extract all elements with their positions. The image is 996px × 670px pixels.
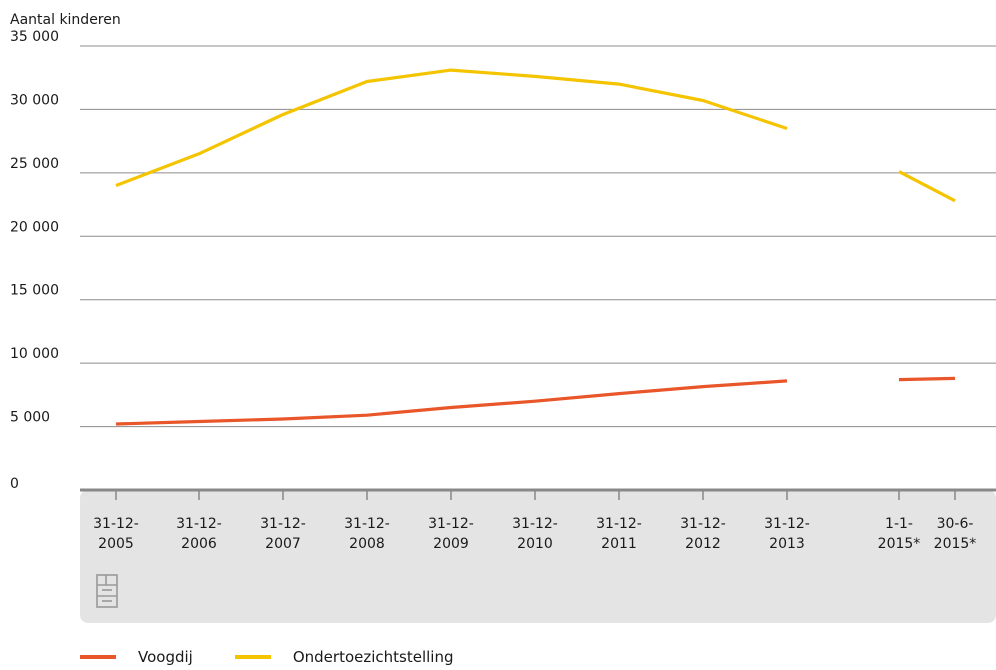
- series-line-voogdij-segment-2: [898, 376, 956, 382]
- series-line-voogdij-segment-1: [115, 379, 788, 426]
- y-tick-label: 15 000: [10, 283, 59, 299]
- y-tick-label: 5 000: [10, 410, 50, 426]
- x-tick-label: 31-12-2010: [512, 516, 558, 552]
- x-axis-band: [80, 490, 996, 623]
- legend-swatch-voogdij: [80, 655, 116, 659]
- data-series: [115, 68, 956, 426]
- series-line-ondertoezichtstelling-segment-2: [898, 170, 956, 203]
- cbs-logo-icon: [96, 574, 118, 608]
- legend: Voogdij Ondertoezichtstelling: [80, 648, 496, 666]
- y-tick-label: 30 000: [10, 92, 59, 108]
- x-tick-label: 31-12-2009: [428, 516, 474, 552]
- y-tick-labels: 0 5 000 10 000 15 000 20 000 25 000 30 000 35 0…: [10, 29, 59, 492]
- x-tick-label: 1-1-2015*: [878, 516, 921, 552]
- gridlines: [80, 45, 996, 428]
- legend-item-ondertoezichtstelling: Ondertoezichtstelling: [234, 648, 454, 666]
- legend-label-voogdij: Voogdij: [138, 648, 193, 666]
- line-chart: Aantal kinderen 0 5 000 10 000 15 000 20 000…: [10, 12, 996, 623]
- x-tick-label: 31-12-2011: [596, 516, 642, 552]
- x-tick-label: 30-6-2015*: [934, 516, 977, 552]
- y-tick-label: 10 000: [10, 346, 59, 362]
- y-axis-label: Aantal kinderen: [10, 12, 121, 28]
- x-tick-label: 31-12-2006: [176, 516, 222, 552]
- legend-swatch-ondertoezichtstelling: [234, 655, 271, 659]
- x-tick-label: 31-12-2007: [260, 516, 306, 552]
- x-tick-label: 31-12-2008: [344, 516, 390, 552]
- legend-label-ondertoezichtstelling: Ondertoezichtstelling: [292, 648, 454, 666]
- legend-item-voogdij: Voogdij: [80, 648, 193, 666]
- x-tick-labels: 31-12-2005 31-12-2006 31-12-2007 31-12-2008…: [93, 490, 976, 552]
- series-line-ondertoezichtstelling-segment-1: [115, 68, 788, 187]
- y-tick-label: 20 000: [10, 219, 59, 235]
- x-tick-label: 31-12-2005: [93, 516, 139, 552]
- y-tick-label: 35 000: [10, 29, 59, 45]
- x-tick-label: 31-12-2013: [764, 516, 810, 552]
- y-tick-label: 25 000: [10, 156, 59, 172]
- x-tick-label: 31-12-2012: [680, 516, 726, 552]
- y-tick-label: 0: [10, 476, 19, 492]
